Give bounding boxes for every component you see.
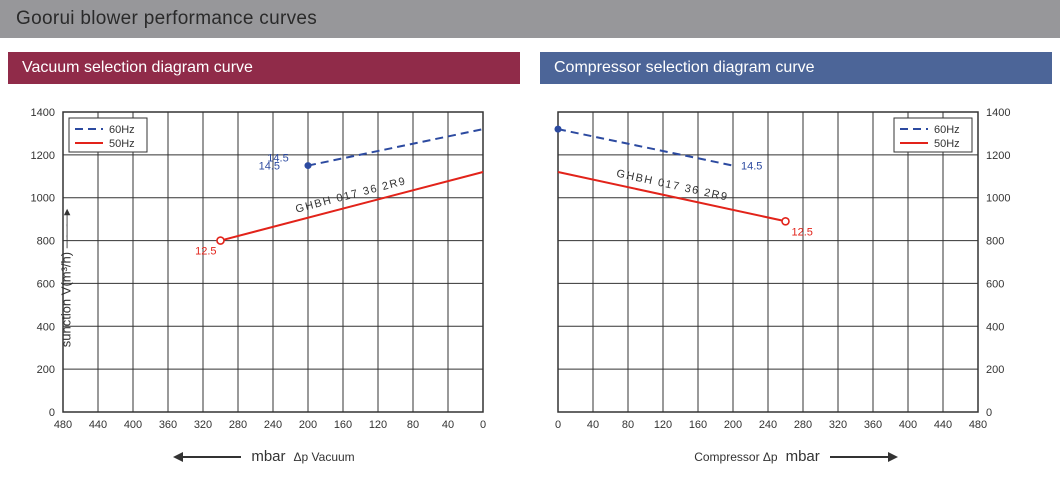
page-title: Goorui blower performance curves: [0, 0, 1060, 38]
svg-text:40: 40: [442, 419, 454, 431]
svg-text:1400: 1400: [986, 107, 1010, 119]
svg-text:14.5: 14.5: [267, 153, 288, 165]
svg-text:12.5: 12.5: [792, 226, 813, 238]
svg-text:40: 40: [587, 419, 599, 431]
svg-text:50Hz: 50Hz: [109, 138, 135, 150]
arrow-right-icon: [828, 450, 898, 464]
svg-text:120: 120: [369, 419, 387, 431]
svg-text:600: 600: [986, 278, 1004, 290]
svg-text:480: 480: [54, 419, 72, 431]
svg-text:280: 280: [794, 419, 812, 431]
svg-text:120: 120: [654, 419, 672, 431]
vacuum-chart: sunction V(m³/h) ———▸ 0 40 80 120 160 200 240 2…: [8, 92, 520, 465]
svg-text:14.5: 14.5: [741, 161, 762, 173]
svg-text:12.5: 12.5: [195, 246, 216, 258]
svg-text:0: 0: [49, 407, 55, 419]
svg-text:800: 800: [37, 236, 55, 248]
svg-text:GHBH 017 36 2R9: GHBH 017 36 2R9: [615, 168, 729, 204]
svg-text:50Hz: 50Hz: [934, 138, 960, 150]
svg-text:400: 400: [986, 321, 1004, 333]
svg-text:600: 600: [37, 278, 55, 290]
svg-text:200: 200: [986, 364, 1004, 376]
svg-text:440: 440: [89, 419, 107, 431]
svg-text:800: 800: [986, 236, 1004, 248]
svg-text:1200: 1200: [986, 150, 1010, 162]
svg-text:60Hz: 60Hz: [934, 124, 960, 136]
arrow-left-icon: [173, 450, 243, 464]
svg-text:280: 280: [229, 419, 247, 431]
y-axis-label: sunction V(m³/h) ———▸: [58, 210, 74, 347]
svg-text:160: 160: [689, 419, 707, 431]
svg-text:60Hz: 60Hz: [109, 124, 135, 136]
svg-text:400: 400: [37, 321, 55, 333]
x-axis-label-vacuum: mbar Δp Vacuum: [8, 448, 520, 465]
svg-text:160: 160: [334, 419, 352, 431]
svg-text:240: 240: [264, 419, 282, 431]
svg-text:200: 200: [299, 419, 317, 431]
delta-p-label: Compressor Δp: [694, 450, 777, 464]
svg-text:440: 440: [934, 419, 952, 431]
svg-text:360: 360: [159, 419, 177, 431]
mbar-unit: mbar: [251, 448, 285, 465]
svg-text:200: 200: [724, 419, 742, 431]
svg-text:400: 400: [899, 419, 917, 431]
mbar-unit: mbar: [786, 448, 820, 465]
x-axis-label-compressor: Compressor Δp mbar: [540, 448, 1052, 465]
svg-text:480: 480: [969, 419, 987, 431]
svg-text:80: 80: [622, 419, 634, 431]
svg-text:360: 360: [864, 419, 882, 431]
svg-text:0: 0: [986, 407, 992, 419]
svg-text:0: 0: [555, 419, 561, 431]
svg-text:1400: 1400: [31, 107, 55, 119]
svg-text:240: 240: [759, 419, 777, 431]
svg-text:1200: 1200: [31, 150, 55, 162]
svg-text:400: 400: [124, 419, 142, 431]
svg-text:0: 0: [480, 419, 486, 431]
compressor-chart: 0408012016020024028032036040044048002004…: [540, 92, 1052, 465]
subtitle-compressor: Compressor selection diagram curve: [540, 52, 1052, 84]
svg-text:1000: 1000: [986, 193, 1010, 205]
delta-p-label: Δp Vacuum: [294, 450, 355, 464]
svg-text:1000: 1000: [31, 193, 55, 205]
svg-text:80: 80: [407, 419, 419, 431]
svg-text:200: 200: [37, 364, 55, 376]
svg-text:320: 320: [194, 419, 212, 431]
svg-text:320: 320: [829, 419, 847, 431]
subtitle-vacuum: Vacuum selection diagram curve: [8, 52, 520, 84]
